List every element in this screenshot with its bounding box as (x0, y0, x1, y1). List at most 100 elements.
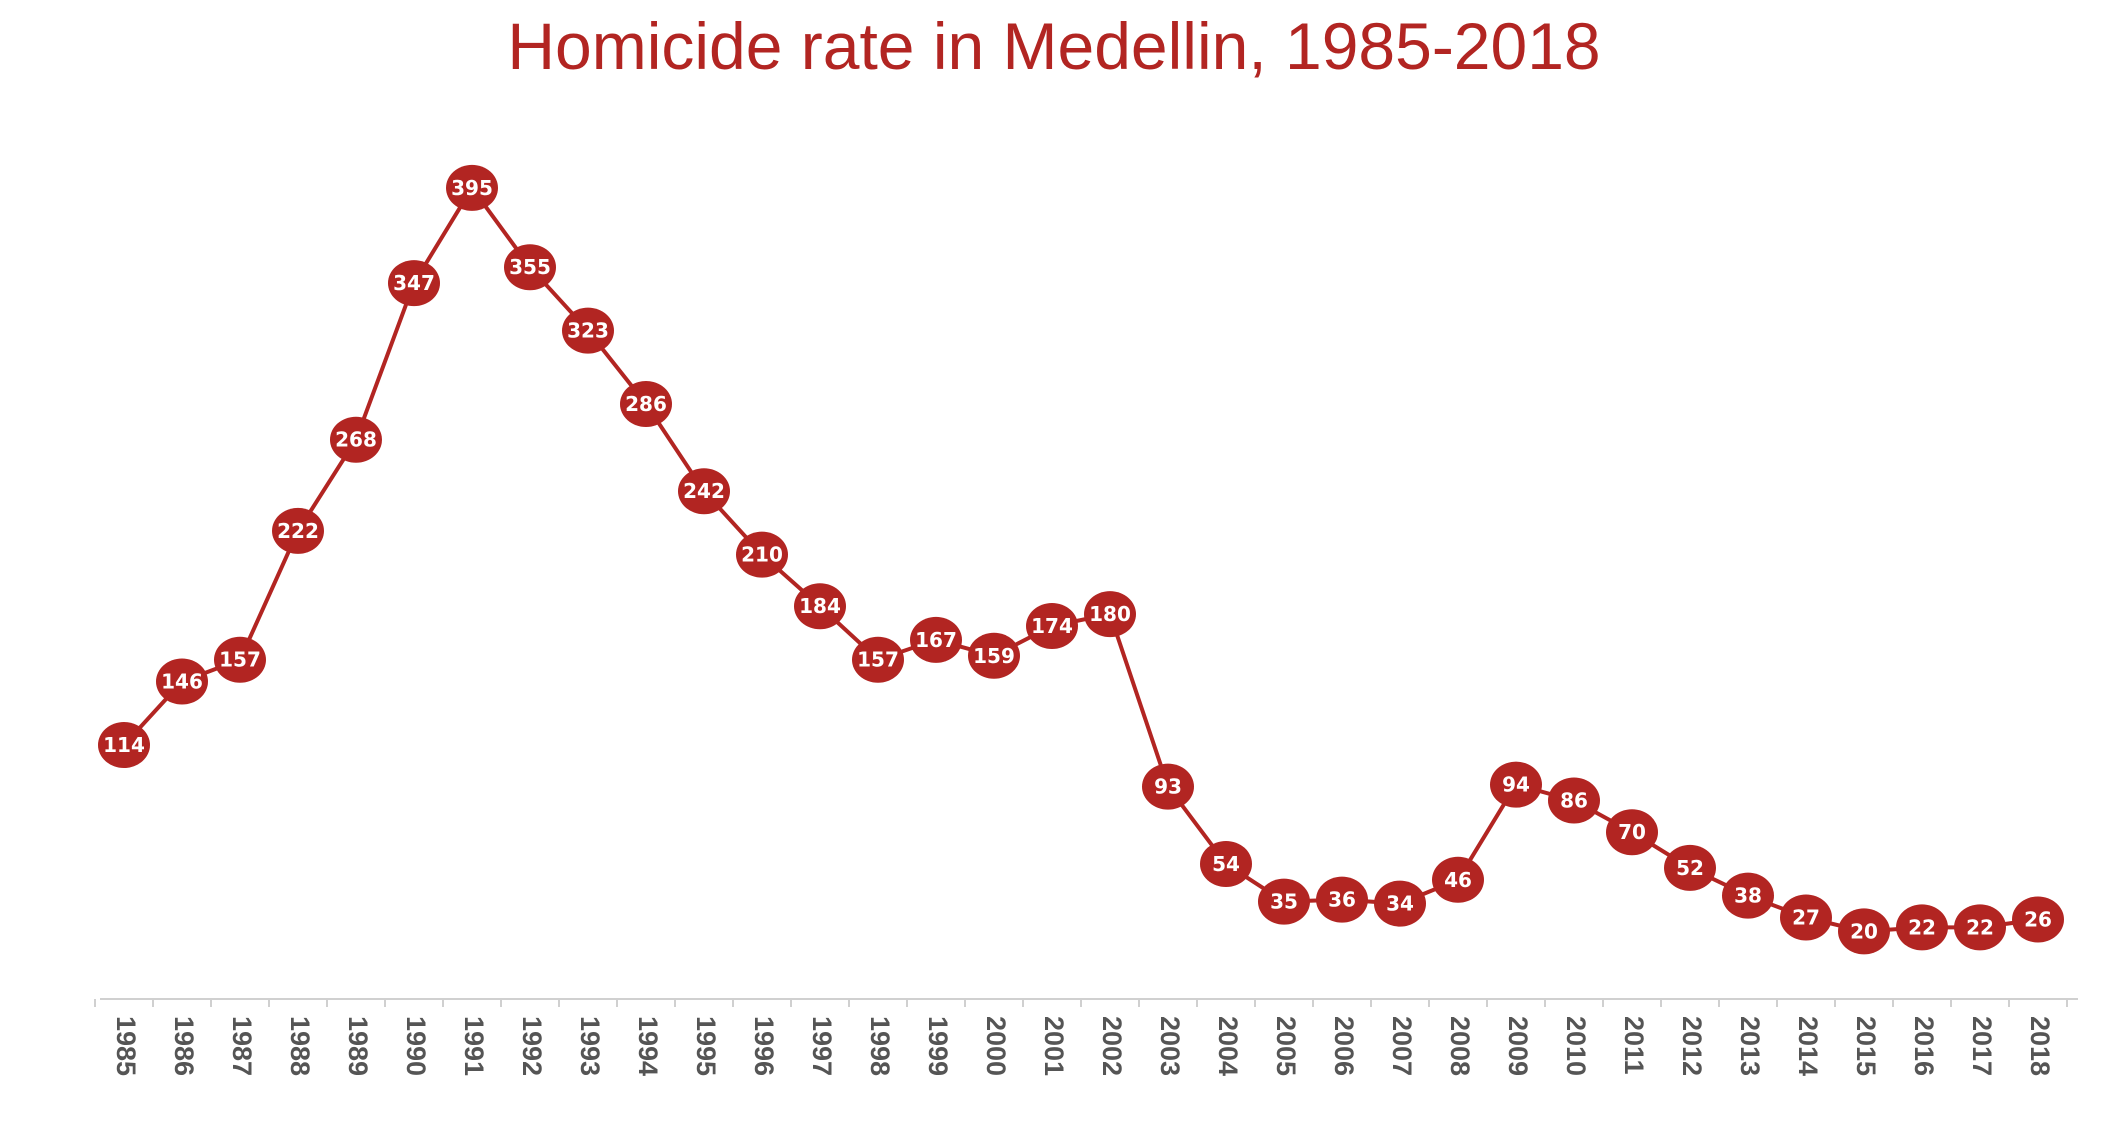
data-point-marker (1490, 761, 1542, 808)
x-tick-label: 1986 (169, 1016, 199, 1076)
data-markers: 114 146 157 222 268 347 395 355 323 286 242 210 184 1… (98, 164, 2064, 955)
data-point-marker (1258, 878, 1310, 925)
data-point-marker (910, 616, 962, 663)
data-label: 114 (103, 733, 145, 757)
x-tick-label: 1999 (923, 1016, 953, 1076)
data-label: 286 (625, 392, 667, 416)
data-point: 93 (1142, 763, 1194, 810)
data-label: 167 (915, 628, 957, 652)
data-label: 174 (1031, 614, 1073, 638)
data-label: 395 (451, 176, 493, 200)
data-point: 184 (794, 583, 846, 630)
data-point: 242 (678, 468, 730, 515)
data-point: 36 (1316, 876, 1368, 923)
data-point-marker (1722, 872, 1774, 919)
x-tick-label: 2012 (1677, 1016, 1707, 1076)
x-tick-label: 2001 (1039, 1016, 1069, 1076)
x-axis (94, 998, 2078, 1007)
data-label: 94 (1502, 773, 1530, 797)
chart-title: Homicide rate in Medellin, 1985-2018 (507, 9, 1601, 83)
data-point: 167 (910, 616, 962, 663)
data-label: 210 (741, 543, 783, 567)
data-point: 180 (1084, 591, 1136, 638)
data-point-marker (1896, 904, 1948, 951)
data-point: 268 (330, 416, 382, 463)
data-point-marker (214, 636, 266, 683)
data-point-marker (1664, 844, 1716, 891)
x-tick-label: 1985 (111, 1016, 141, 1076)
x-tick-label: 2008 (1445, 1016, 1475, 1076)
data-point-marker (794, 583, 846, 630)
data-label: 36 (1328, 888, 1356, 912)
data-point-marker (98, 721, 150, 768)
data-label: 46 (1444, 868, 1472, 892)
data-label: 268 (335, 428, 377, 452)
data-point-marker (1780, 894, 1832, 941)
x-tick-label: 1989 (343, 1016, 373, 1076)
x-tick-label: 2007 (1387, 1016, 1417, 1076)
data-point: 35 (1258, 878, 1310, 925)
data-label: 26 (2024, 907, 2052, 931)
x-tick-labels: 1985 1986 1987 1988 1989 1990 1991 1992 1993 1994… (111, 1016, 2055, 1076)
data-label: 93 (1154, 775, 1182, 799)
data-point-marker (388, 260, 440, 307)
data-point: 395 (446, 164, 498, 211)
data-point-marker (1838, 908, 1890, 955)
x-tick-label: 2010 (1561, 1016, 1591, 1076)
data-label: 35 (1270, 890, 1298, 914)
data-point: 20 (1838, 908, 1890, 955)
x-tick-label: 2017 (1967, 1016, 1997, 1076)
data-point-marker (1084, 591, 1136, 638)
x-tick-label: 2018 (2025, 1016, 2055, 1076)
x-tick-label: 1995 (691, 1016, 721, 1076)
data-point-marker (620, 381, 672, 428)
data-point: 210 (736, 531, 788, 578)
data-label: 22 (1908, 915, 1936, 939)
data-point-marker (736, 531, 788, 578)
x-tick-label: 2000 (981, 1016, 1011, 1076)
data-point: 222 (272, 507, 324, 554)
x-tick-label: 2002 (1097, 1016, 1127, 1076)
data-point: 286 (620, 381, 672, 428)
data-point-marker (504, 244, 556, 291)
data-point-marker (678, 468, 730, 515)
data-label: 27 (1792, 905, 1820, 929)
x-tick-label: 1992 (517, 1016, 547, 1076)
data-point: 22 (1954, 904, 2006, 951)
data-point: 355 (504, 244, 556, 291)
x-tick-label: 2015 (1851, 1016, 1881, 1076)
x-tick-label: 1991 (459, 1016, 489, 1076)
data-label: 347 (393, 271, 435, 295)
x-tick-label: 2004 (1213, 1016, 1243, 1076)
x-tick-label: 2005 (1271, 1016, 1301, 1076)
x-tick-label: 1997 (807, 1016, 837, 1076)
data-point-marker (156, 658, 208, 705)
data-label: 52 (1676, 856, 1704, 880)
data-point: 174 (1026, 603, 1078, 650)
data-point: 34 (1374, 880, 1426, 927)
data-label: 86 (1560, 789, 1588, 813)
data-label: 180 (1089, 602, 1131, 626)
data-point-marker (330, 416, 382, 463)
data-point: 27 (1780, 894, 1832, 941)
data-label: 157 (219, 648, 261, 672)
x-tick-label: 2013 (1735, 1016, 1765, 1076)
data-point: 157 (214, 636, 266, 683)
data-label: 184 (799, 594, 841, 618)
data-point: 86 (1548, 777, 1600, 824)
data-point: 323 (562, 307, 614, 354)
data-point-marker (1606, 809, 1658, 856)
data-point-marker (968, 632, 1020, 679)
data-point-marker (2012, 896, 2064, 943)
x-tick-label: 2016 (1909, 1016, 1939, 1076)
data-label: 323 (567, 319, 609, 343)
data-point-marker (562, 307, 614, 354)
data-point: 146 (156, 658, 208, 705)
data-point: 70 (1606, 809, 1658, 856)
data-point: 114 (98, 721, 150, 768)
data-label: 222 (277, 519, 319, 543)
data-label: 355 (509, 255, 551, 279)
x-tick-label: 1988 (285, 1016, 315, 1076)
data-label: 146 (161, 670, 203, 694)
